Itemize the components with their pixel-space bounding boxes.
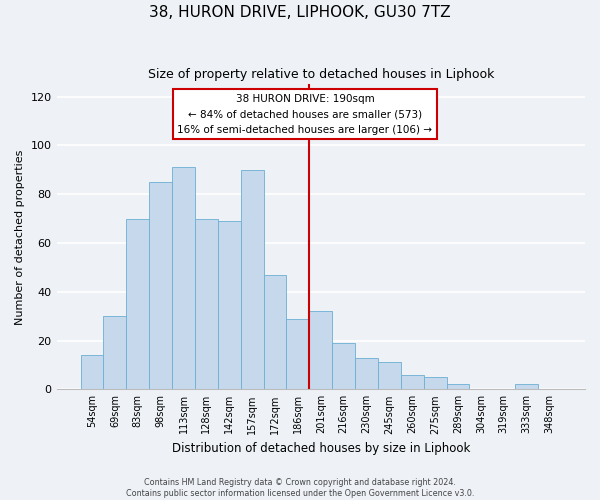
Text: Contains HM Land Registry data © Crown copyright and database right 2024.
Contai: Contains HM Land Registry data © Crown c… [126,478,474,498]
Bar [424,377,446,390]
Bar [310,312,332,390]
Text: 38, HURON DRIVE, LIPHOOK, GU30 7TZ: 38, HURON DRIVE, LIPHOOK, GU30 7TZ [149,5,451,20]
Bar [378,362,401,390]
Bar [172,168,195,390]
Bar [80,355,103,390]
Bar [241,170,263,390]
Text: 38 HURON DRIVE: 190sqm
← 84% of detached houses are smaller (573)
16% of semi-de: 38 HURON DRIVE: 190sqm ← 84% of detached… [178,94,433,135]
Y-axis label: Number of detached properties: Number of detached properties [15,149,25,324]
Bar [401,374,424,390]
Bar [515,384,538,390]
Bar [218,221,241,390]
Bar [355,358,378,390]
Bar [195,218,218,390]
Title: Size of property relative to detached houses in Liphook: Size of property relative to detached ho… [148,68,494,80]
Bar [263,274,286,390]
Bar [332,343,355,390]
Bar [446,384,469,390]
X-axis label: Distribution of detached houses by size in Liphook: Distribution of detached houses by size … [172,442,470,455]
Bar [103,316,127,390]
Bar [127,218,149,390]
Bar [286,318,310,390]
Bar [149,182,172,390]
